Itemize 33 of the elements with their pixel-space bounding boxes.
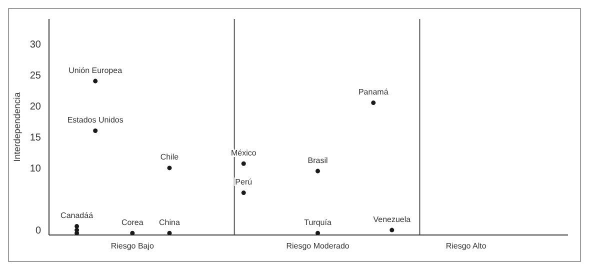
point bbox=[390, 228, 394, 232]
point bbox=[93, 128, 98, 133]
point bbox=[241, 161, 246, 166]
series-label: Canadáá bbox=[60, 211, 94, 220]
x-tick-label: Riesgo Bajo bbox=[110, 242, 155, 251]
series-label: Corea bbox=[122, 218, 144, 227]
series-label: Unión Europea bbox=[68, 66, 123, 75]
series-label: Venezuela bbox=[373, 214, 412, 224]
series-label: Panamá bbox=[358, 88, 389, 97]
point bbox=[316, 168, 320, 174]
point bbox=[93, 78, 98, 84]
point bbox=[241, 190, 246, 196]
y-tick-label: 20 bbox=[30, 101, 42, 112]
point bbox=[371, 100, 376, 106]
y-tick-label: 0 bbox=[35, 226, 42, 237]
y-axis-title: Interdependencia bbox=[12, 92, 22, 162]
y-tick-label: 25 bbox=[30, 70, 42, 82]
series-label: Chile bbox=[160, 152, 180, 162]
series-label: China bbox=[159, 218, 180, 227]
point bbox=[316, 230, 320, 235]
series-label: Perú bbox=[235, 178, 252, 187]
y-tick-label: 15 bbox=[30, 132, 42, 144]
point bbox=[167, 166, 172, 170]
series-label: Brasil bbox=[308, 156, 328, 165]
x-tick-label: Riesgo Alto bbox=[446, 242, 487, 251]
y-tick-label: 30 bbox=[30, 39, 42, 50]
series-label: Estados Unidos bbox=[67, 115, 124, 124]
x-tick-label: Riesgo Moderado bbox=[286, 242, 350, 251]
point bbox=[74, 224, 80, 229]
point bbox=[167, 230, 172, 235]
y-tick-label: 10 bbox=[30, 164, 42, 175]
series-label: Turquía bbox=[304, 218, 332, 227]
point bbox=[130, 230, 135, 235]
